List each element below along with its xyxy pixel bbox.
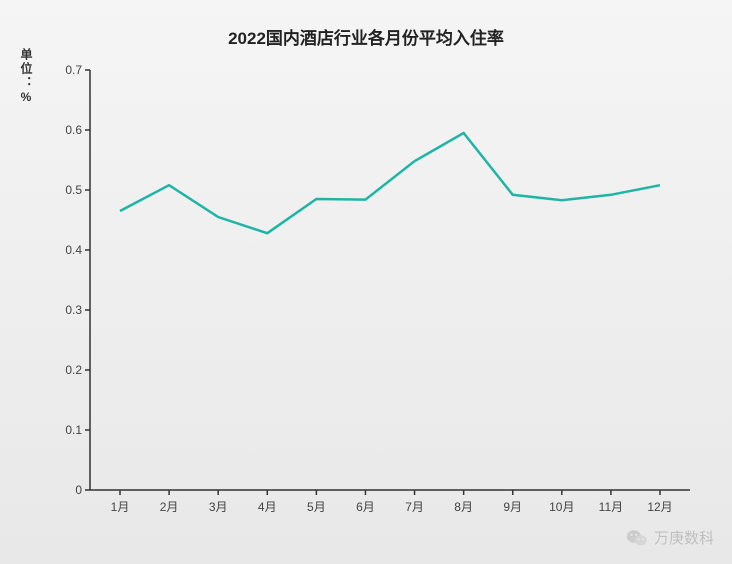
x-tick-label: 5月 — [307, 498, 326, 515]
y-tick-label: 0.1 — [65, 423, 82, 437]
watermark-text: 万庚数科 — [654, 527, 714, 548]
x-tick-label: 3月 — [209, 498, 228, 515]
y-tick-label: 0.6 — [65, 123, 82, 137]
x-tick-label: 10月 — [549, 498, 574, 515]
chart-title: 2022国内酒店行业各月份平均入住率 — [0, 24, 732, 49]
x-tick-label: 12月 — [647, 498, 672, 515]
x-tick-label: 7月 — [405, 498, 424, 515]
chart-svg — [90, 70, 690, 490]
chart-container: 单位：% 2022国内酒店行业各月份平均入住率 00.10.20.30.40.5… — [0, 0, 732, 564]
x-tick-label: 4月 — [258, 498, 277, 515]
x-tick-label: 8月 — [454, 498, 473, 515]
x-tick-label: 9月 — [503, 498, 522, 515]
y-tick-label: 0 — [75, 483, 82, 497]
wechat-icon — [626, 528, 648, 548]
x-tick-label: 1月 — [111, 498, 130, 515]
plot-area: 00.10.20.30.40.50.60.7 1月2月3月4月5月6月7月8月9… — [90, 70, 690, 490]
y-tick-label: 0.5 — [65, 183, 82, 197]
x-tick-label: 2月 — [160, 498, 179, 515]
y-tick-label: 0.2 — [65, 363, 82, 377]
x-tick-label: 6月 — [356, 498, 375, 515]
watermark: 万庚数科 — [626, 527, 714, 548]
y-tick-label: 0.7 — [65, 63, 82, 77]
y-tick-label: 0.4 — [65, 243, 82, 257]
y-tick-label: 0.3 — [65, 303, 82, 317]
y-axis-label: 单位：% — [18, 48, 35, 106]
data-line — [120, 133, 660, 233]
x-tick-label: 11月 — [599, 498, 623, 515]
